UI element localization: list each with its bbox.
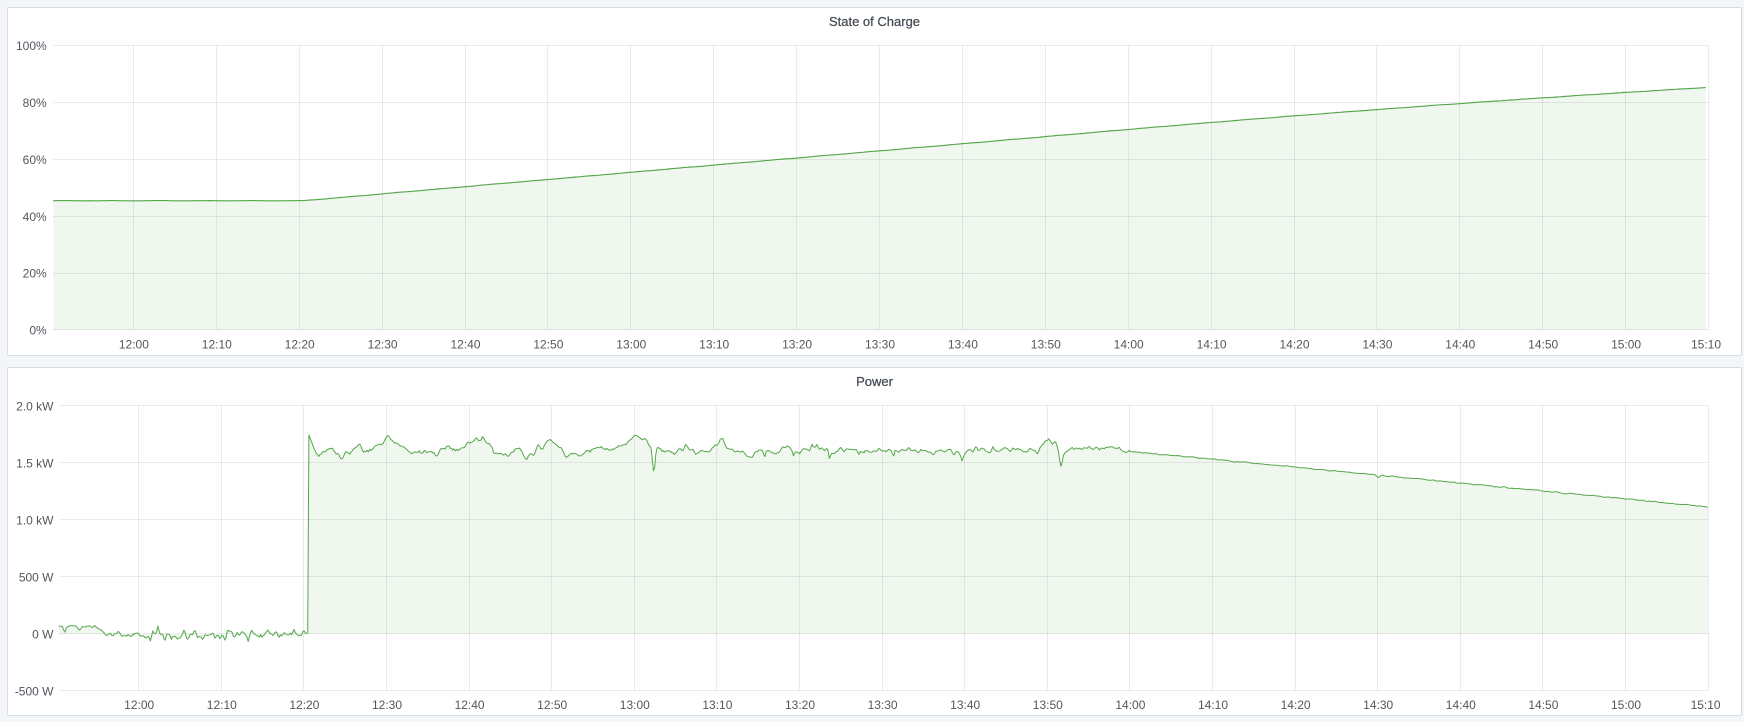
svg-text:13:40: 13:40 (948, 338, 978, 352)
svg-text:13:00: 13:00 (620, 698, 650, 712)
svg-text:12:40: 12:40 (450, 338, 480, 352)
svg-text:12:20: 12:20 (285, 338, 315, 352)
svg-text:13:40: 13:40 (950, 698, 980, 712)
svg-text:12:30: 12:30 (372, 698, 402, 712)
svg-text:15:10: 15:10 (1691, 338, 1721, 352)
svg-text:14:00: 14:00 (1115, 698, 1145, 712)
svg-text:14:20: 14:20 (1281, 698, 1311, 712)
svg-text:12:00: 12:00 (119, 338, 149, 352)
svg-text:12:00: 12:00 (124, 698, 154, 712)
svg-text:13:50: 13:50 (1031, 338, 1061, 352)
svg-text:13:10: 13:10 (702, 698, 732, 712)
svg-text:14:10: 14:10 (1197, 338, 1227, 352)
svg-text:2.0 kW: 2.0 kW (16, 400, 54, 414)
svg-text:0 W: 0 W (32, 628, 54, 642)
svg-text:13:20: 13:20 (785, 698, 815, 712)
svg-text:14:20: 14:20 (1279, 338, 1309, 352)
svg-text:60%: 60% (23, 153, 47, 167)
svg-text:12:10: 12:10 (207, 698, 237, 712)
svg-text:80%: 80% (23, 96, 47, 110)
svg-text:14:10: 14:10 (1198, 698, 1228, 712)
svg-text:13:30: 13:30 (865, 338, 895, 352)
svg-text:500 W: 500 W (19, 571, 54, 585)
svg-text:14:00: 14:00 (1114, 338, 1144, 352)
svg-text:12:30: 12:30 (368, 338, 398, 352)
svg-text:12:40: 12:40 (455, 698, 485, 712)
svg-text:12:10: 12:10 (202, 338, 232, 352)
svg-text:13:10: 13:10 (699, 338, 729, 352)
svg-text:12:50: 12:50 (537, 698, 567, 712)
svg-text:15:00: 15:00 (1611, 698, 1641, 712)
svg-text:20%: 20% (23, 267, 47, 281)
svg-text:12:20: 12:20 (289, 698, 319, 712)
svg-text:14:40: 14:40 (1445, 338, 1475, 352)
svg-text:14:30: 14:30 (1363, 698, 1393, 712)
svg-text:1.5 kW: 1.5 kW (16, 457, 54, 471)
svg-text:14:30: 14:30 (1362, 338, 1392, 352)
svg-text:15:10: 15:10 (1691, 698, 1721, 712)
svg-text:100%: 100% (16, 39, 47, 53)
svg-text:14:40: 14:40 (1446, 698, 1476, 712)
svg-text:-500 W: -500 W (15, 685, 54, 699)
svg-text:13:00: 13:00 (616, 338, 646, 352)
svg-text:0%: 0% (29, 324, 47, 338)
svg-text:40%: 40% (23, 210, 47, 224)
svg-text:14:50: 14:50 (1528, 338, 1558, 352)
svg-text:15:00: 15:00 (1611, 338, 1641, 352)
svg-text:13:20: 13:20 (782, 338, 812, 352)
svg-text:13:30: 13:30 (868, 698, 898, 712)
svg-text:12:50: 12:50 (533, 338, 563, 352)
svg-text:13:50: 13:50 (1033, 698, 1063, 712)
svg-text:14:50: 14:50 (1528, 698, 1558, 712)
svg-text:1.0 kW: 1.0 kW (16, 514, 54, 528)
